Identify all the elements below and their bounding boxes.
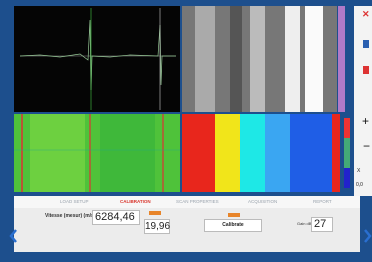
stripe [230,6,242,112]
stripe [265,114,290,192]
stripe [30,114,85,192]
close-icon[interactable]: ✕ [362,9,370,19]
thickness-field[interactable]: 19,96 [144,219,170,234]
stripe [100,114,155,192]
velocity-label: Vitesse (mesur) (m/s) [45,213,95,219]
indicator [228,213,240,217]
zoom-out[interactable]: − [363,139,370,153]
calibrate-button[interactable]: Calibrate [204,219,262,232]
tool-icon[interactable] [363,40,369,48]
stripe [290,114,332,192]
gain-field[interactable]: 27 [311,217,333,232]
stripe [182,114,215,192]
a-scan-panel [14,6,180,112]
tab[interactable]: SCAN PROPERTIES [176,199,219,204]
color-bar [344,168,350,188]
stripe [195,6,215,112]
stripe [332,114,340,192]
coord-value: 0,0 [356,182,363,188]
tab[interactable]: LOAD SETUP [60,199,89,204]
next-arrow[interactable] [365,230,370,242]
stripe [250,6,265,112]
tab[interactable]: CALIBRATION [120,199,151,204]
indicator [149,211,161,215]
velocity-field[interactable]: 6284,46 [92,210,140,225]
color-bar [344,118,350,138]
coord-label: X [357,168,360,174]
stripe [240,114,265,192]
color-bar [338,6,345,112]
tab[interactable]: REPORT [313,199,332,204]
stripe [285,6,300,112]
app-window: ✕ + − X 0,0 LOAD SETUP CALIBRATION SCAN … [0,0,372,262]
zoom-in[interactable]: + [362,114,369,128]
stripe [215,114,240,192]
tool-icon[interactable] [363,66,369,74]
tab[interactable]: ACQUISITION [248,199,277,204]
gain-label: Gain dB [297,221,311,226]
stripe [305,6,323,112]
